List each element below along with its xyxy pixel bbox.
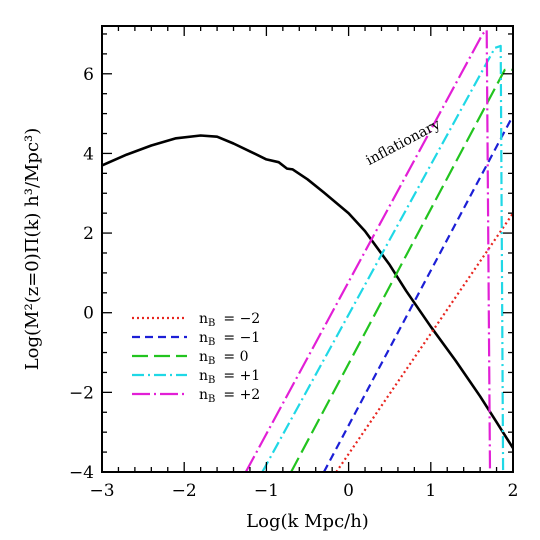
y-tick-label: −4 [69,463,94,483]
x-tick-label: −1 [254,481,279,501]
y-tick-label: 0 [83,304,94,324]
series-line-inflationary [102,134,513,449]
series-line-nB=+1 [261,44,505,472]
y-axis-title: Log(M²(z=0)Π(k) h³/Mpc³) [22,128,43,371]
legend-item-nB=-2: nB = −2 [132,311,260,329]
axis-ticks [101,26,514,473]
x-tick-label: −3 [89,481,114,501]
legend-label: nB = −2 [199,311,260,329]
y-tick-label: 4 [83,144,94,164]
x-axis-title: Log(k Mpc/h) [246,511,369,532]
axis-tick-labels: −3 −2 −1 0 1 2 −4 −2 0 2 4 6 [69,65,518,501]
x-tick-label: 1 [425,481,436,501]
legend-label: nB = +1 [199,368,260,386]
legend-label: nB = +2 [199,387,260,405]
legend-item-nB=0: nB = 0 [132,349,248,367]
legend-item-nB=+2: nB = +2 [132,387,260,405]
annotation-inflationary: inflationary [364,116,444,169]
series-line-nB=-1 [322,115,513,472]
x-tick-label: 0 [343,481,354,501]
series-line-nB=0 [290,68,513,472]
y-tick-label: 2 [83,224,94,244]
legend-label: nB = 0 [199,349,248,367]
series-line-nB=-2 [335,212,513,472]
y-tick-label: −2 [69,383,94,403]
plot-lines [102,28,513,472]
legend: nB = −2nB = −1nB = 0nB = +1nB = +2 [132,311,260,405]
legend-label: nB = −1 [199,330,260,348]
legend-item-nB=-1: nB = −1 [132,330,260,348]
plot-frame [101,25,514,473]
x-tick-label: 2 [508,481,519,501]
legend-item-nB=+1: nB = +1 [132,368,260,386]
series-line-nB=+2 [244,28,492,472]
x-tick-label: −2 [172,481,197,501]
y-tick-label: 6 [83,65,94,85]
